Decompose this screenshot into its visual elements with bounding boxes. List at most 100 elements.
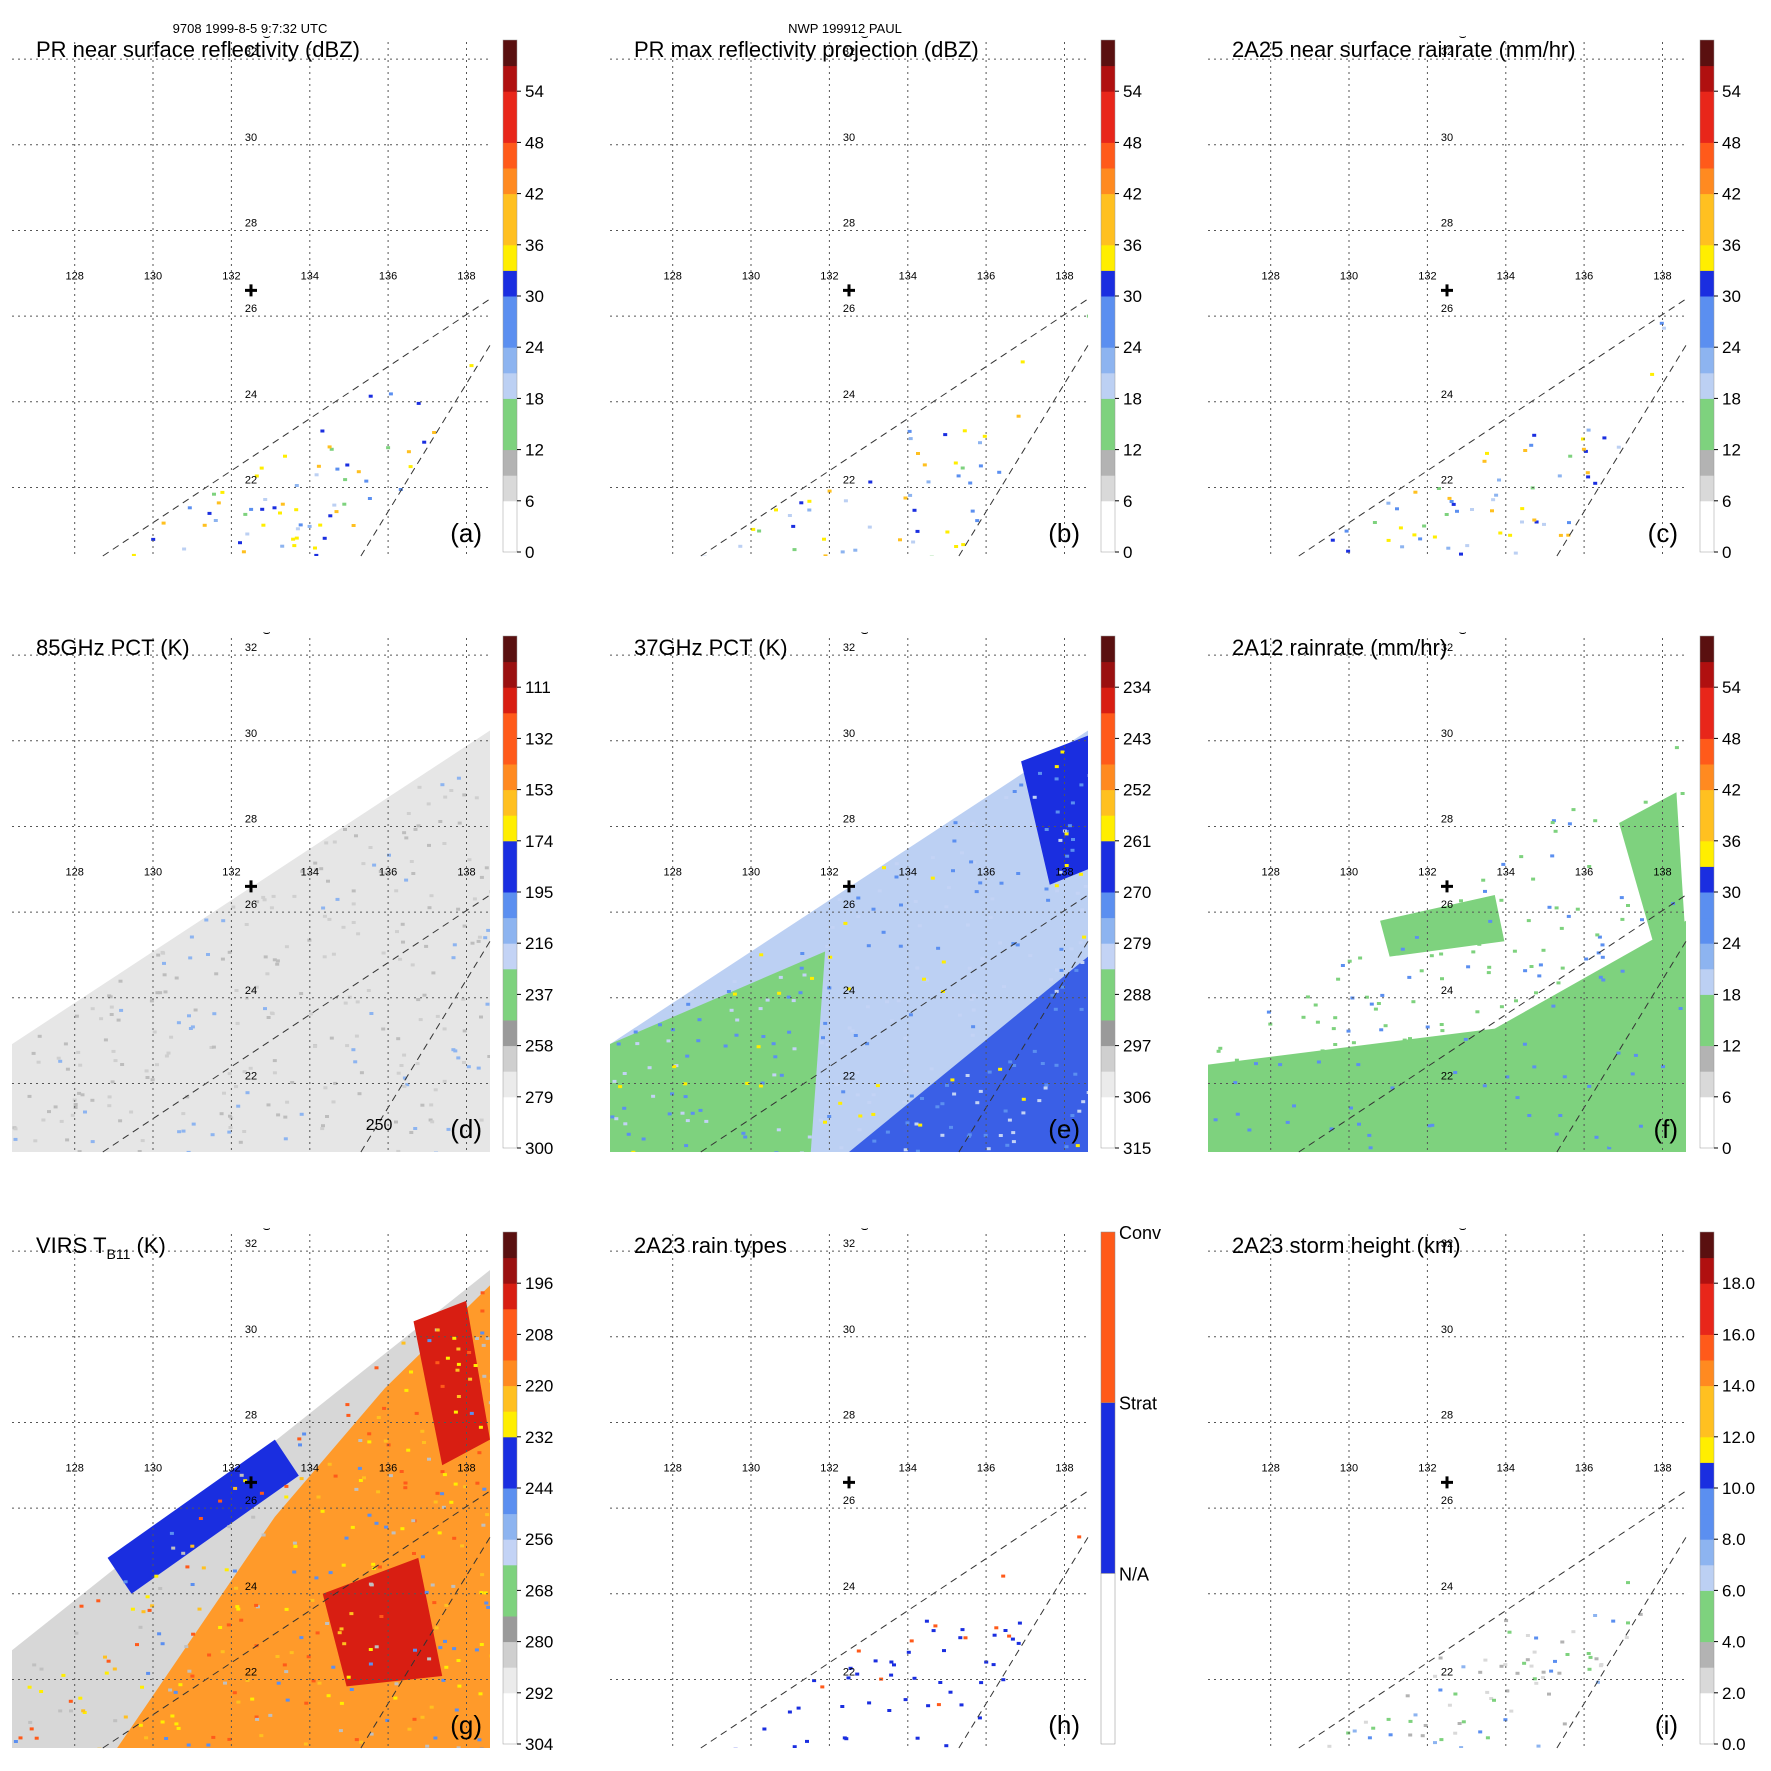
- data-cell: [1425, 1025, 1430, 1029]
- data-cell: [456, 1659, 461, 1662]
- data-cell: [1346, 1029, 1351, 1033]
- data-cell: [810, 976, 814, 980]
- data-cell: [232, 1569, 237, 1573]
- data-cell: [138, 1625, 143, 1629]
- data-cell: [442, 842, 447, 845]
- lon-tick-label: 132: [820, 271, 838, 283]
- colorbar-tick-label: 18: [525, 389, 544, 408]
- data-cell: [1054, 989, 1059, 993]
- data-cell: [187, 506, 192, 510]
- data-cell: [416, 401, 421, 405]
- data-cell: [761, 1035, 766, 1038]
- data-cell: [1656, 1021, 1661, 1025]
- data-cell: [298, 1443, 302, 1447]
- colorbar-segment: [503, 193, 517, 220]
- data-cell: [1432, 535, 1437, 539]
- data-cell: [1680, 995, 1685, 999]
- colorbar-segment: [1101, 943, 1115, 970]
- data-cell: [443, 795, 448, 799]
- panel-letter: (i): [1655, 1710, 1678, 1740]
- data-cell: [1378, 1047, 1383, 1051]
- data-cell: [243, 512, 248, 516]
- data-cell: [184, 1645, 189, 1649]
- data-cell: [1439, 1023, 1444, 1026]
- lat-tick-label: 32: [843, 642, 855, 654]
- data-cell: [1383, 1024, 1388, 1028]
- data-cell: [1396, 1093, 1401, 1097]
- data-cell: [395, 930, 399, 934]
- data-cell: [1526, 919, 1531, 923]
- data-cell: [313, 861, 318, 865]
- data-cell: [1007, 1118, 1012, 1122]
- colorbar-segment: [503, 1071, 517, 1098]
- data-cell: [1046, 898, 1051, 902]
- data-cell: [415, 1062, 420, 1066]
- data-cell: [426, 802, 431, 806]
- data-cell: [63, 1042, 68, 1046]
- data-cell: [399, 1064, 404, 1067]
- data-cell: [369, 1012, 374, 1015]
- data-cell: [838, 1101, 843, 1105]
- lon-tick-label: 132: [820, 867, 838, 879]
- data-cell: [41, 1118, 46, 1122]
- data-field: [702, 314, 1088, 556]
- data-cell: [1565, 1653, 1570, 1656]
- data-cell: [456, 1362, 461, 1366]
- data-cell: [1349, 1106, 1353, 1110]
- data-cell: [1044, 887, 1049, 891]
- data-cell: [109, 1005, 114, 1009]
- data-cell: [1055, 810, 1060, 814]
- lon-tick-label: 132: [222, 867, 240, 879]
- data-cell: [457, 1684, 462, 1688]
- data-cell: [1429, 954, 1434, 958]
- data-cell: [1001, 1678, 1006, 1682]
- storm-center-marker: [245, 1476, 257, 1489]
- lon-tick-label: 128: [66, 271, 84, 283]
- data-cell: [1665, 933, 1670, 937]
- data-cell: [1560, 966, 1565, 970]
- colorbar-segment: [1700, 943, 1714, 970]
- data-cell: [1662, 326, 1666, 330]
- data-cell: [293, 1544, 298, 1548]
- colorbar-tick-label: 6: [1722, 1088, 1731, 1107]
- data-cell: [1562, 1075, 1567, 1079]
- colorbar-segment: [503, 372, 517, 399]
- data-cell: [32, 1663, 37, 1667]
- colorbar-tick-label: 42: [1722, 185, 1741, 204]
- data-cell: [614, 1117, 619, 1121]
- data-cell: [1587, 1084, 1592, 1088]
- colorbar-segment: [1101, 840, 1115, 867]
- colorbar-tick-label: 30: [1722, 287, 1741, 306]
- data-cell: [1566, 533, 1571, 537]
- data-cell: [729, 1008, 734, 1012]
- data-cell: [351, 889, 356, 893]
- data-cell: [969, 860, 974, 864]
- data-cell: [1064, 864, 1069, 867]
- data-cell: [1602, 436, 1607, 440]
- data-cell: [1491, 498, 1496, 502]
- data-cell: [1551, 819, 1556, 823]
- data-cell: [1049, 978, 1054, 982]
- data-cell: [440, 1470, 445, 1474]
- data-cell: [239, 1473, 244, 1477]
- data-cell: [741, 1131, 746, 1135]
- lon-tick-label: 136: [1575, 867, 1593, 879]
- data-cell: [407, 1727, 412, 1731]
- data-cell: [1662, 1130, 1667, 1134]
- data-cell: [227, 950, 232, 954]
- data-cell: [1065, 854, 1070, 858]
- data-cell: [420, 1429, 425, 1433]
- colorbar-segment: [503, 1488, 517, 1515]
- data-cell: [991, 1663, 996, 1667]
- colorbar-segment: [503, 1020, 517, 1047]
- lat-tick-label: 24: [245, 985, 257, 997]
- data-cell: [408, 465, 413, 469]
- data-cell: [1591, 1042, 1595, 1046]
- data-cell: [391, 1531, 396, 1535]
- data-cell: [1086, 314, 1088, 318]
- data-cell: [1430, 1123, 1435, 1127]
- data-cell: [906, 1650, 911, 1654]
- data-cell: [378, 870, 383, 873]
- data-cell: [480, 1331, 485, 1335]
- data-cell: [1489, 1697, 1494, 1700]
